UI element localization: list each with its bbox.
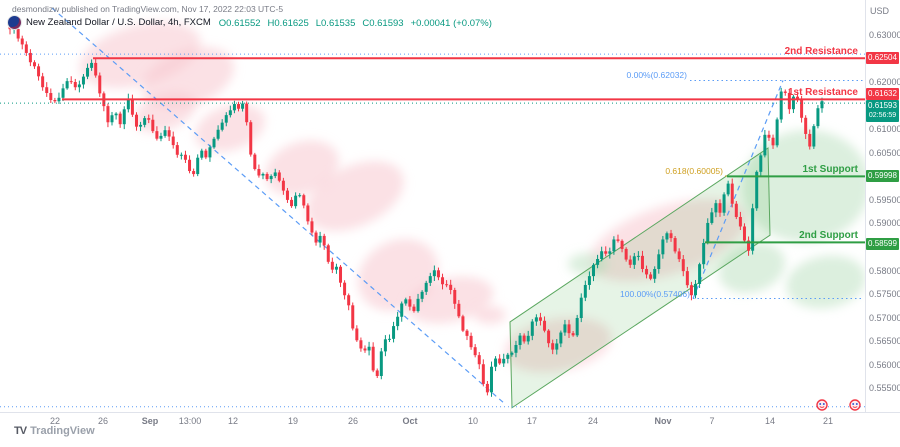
- price-axis-tick: 0.57000: [869, 312, 900, 323]
- tradingview-logo-text: TradingView: [30, 425, 95, 437]
- ohlc-value: H0.61625: [267, 18, 309, 29]
- price-axis-tick: 0.62000: [869, 77, 900, 87]
- price-axis-tick: 0.59500: [869, 194, 900, 205]
- candles-layer: [8, 20, 824, 397]
- fib-label[interactable]: 100.00%(0.57406): [620, 289, 690, 299]
- time-axis-label: 10: [467, 416, 478, 426]
- level-price-tag: 0.59998: [866, 170, 899, 183]
- level-price-tag: 0.58599: [866, 238, 899, 251]
- dotted-guide-lines: [0, 53, 865, 408]
- time-axis-label: 21: [822, 416, 833, 426]
- ohlc-readout: O0.61552 H0.61625 L0.61535 C0.61593 +0.00041…: [219, 13, 499, 31]
- symbol-title[interactable]: New Zealand Dollar / U.S. Dollar, 4h, FX…: [26, 16, 211, 28]
- time-axis-label: 13:00: [178, 416, 202, 426]
- tradingview-logo-icon: TV: [14, 425, 27, 437]
- price-axis-tick: 0.60500: [869, 147, 900, 158]
- price-axis-tick: 0.59000: [869, 218, 900, 229]
- time-axis-label: 19: [287, 416, 298, 426]
- time-axis-label: 12: [227, 416, 238, 426]
- price-axis-tick: 0.58000: [869, 265, 900, 276]
- event-marker-icon[interactable]: [816, 398, 828, 411]
- price-axis-tick: 0.56000: [869, 359, 900, 370]
- ohlc-value: O0.61552: [218, 18, 261, 29]
- symbol-header: New Zealand Dollar / U.S. Dollar, 4h, FX…: [7, 13, 499, 31]
- fib-label[interactable]: 0.00%(0.62032): [626, 70, 688, 80]
- price-axis-tick: 0.56500: [869, 336, 900, 347]
- trendline-drawings[interactable]: [51, 7, 784, 405]
- tradingview-logo[interactable]: TV TradingView: [14, 425, 95, 437]
- level-label[interactable]: 1st Resistance: [787, 87, 858, 98]
- time-axis-label: 26: [347, 416, 358, 426]
- ohlc-value: L0.61535: [315, 18, 356, 29]
- quote-currency-label: USD: [869, 6, 889, 16]
- time-axis-label: 14: [764, 416, 775, 426]
- time-axis-label: 7: [709, 416, 715, 426]
- support-resistance-lines[interactable]: [62, 57, 865, 244]
- level-label[interactable]: 2nd Support: [799, 230, 858, 241]
- time-axis-label: Nov: [654, 416, 672, 426]
- level-price-tag: 0.62504: [866, 52, 899, 65]
- bar-countdown: 02:56:59: [868, 112, 897, 120]
- ascending-channel-drawing[interactable]: [509, 147, 771, 409]
- time-axis-label: 24: [587, 416, 598, 426]
- level-label[interactable]: 1st Support: [802, 164, 858, 175]
- price-axis-border: [865, 0, 866, 412]
- time-axis-label: 22: [49, 416, 60, 426]
- level-price-tag: 0.61632: [866, 88, 899, 101]
- instrument-logo-icon: [7, 14, 22, 30]
- price-axis-tick: 0.61000: [869, 124, 900, 135]
- price-axis-tick: 0.55500: [869, 383, 900, 394]
- price-axis-tick: 0.57500: [869, 289, 900, 300]
- price-axis-tick: 0.63000: [869, 29, 900, 40]
- event-marker-icon[interactable]: [849, 398, 861, 411]
- level-label[interactable]: 2nd Resistance: [784, 46, 858, 57]
- time-axis-label: Sep: [141, 416, 159, 426]
- time-axis-label: 17: [526, 416, 537, 426]
- change-value: +0.00041 (+0.07%): [410, 18, 492, 29]
- ohlc-value: C0.61593: [362, 18, 404, 29]
- time-axis-border: [0, 412, 900, 413]
- published-byline: desmondizw published on TradingView.com,…: [12, 4, 284, 14]
- time-axis-label: 26: [97, 416, 108, 426]
- current-price-tag: 0.61593 02:56:59: [866, 100, 899, 123]
- fib-label[interactable]: 0.618(0.60005): [665, 166, 723, 176]
- time-axis-label: Oct: [402, 416, 418, 426]
